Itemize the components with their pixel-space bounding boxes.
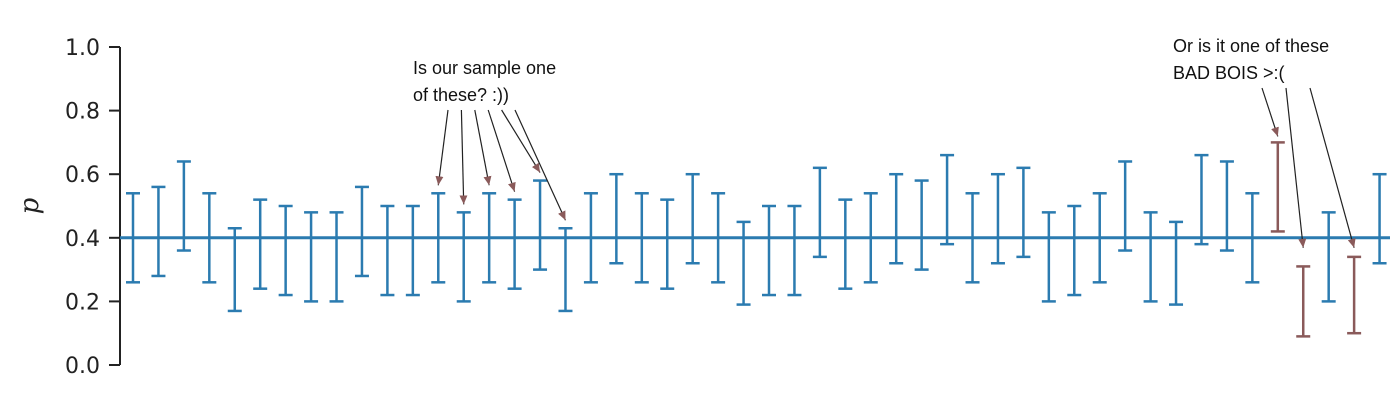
interval — [533, 179, 548, 271]
annotation-arrow — [501, 109, 541, 173]
interval — [278, 204, 293, 297]
y-tick-label: 0.8 — [65, 100, 100, 125]
annotation-arrow — [1309, 87, 1356, 248]
y-axis-label: p — [15, 197, 45, 214]
y-tick-label: 0.4 — [65, 227, 100, 252]
interval — [456, 211, 471, 303]
interval — [1067, 204, 1082, 297]
annotation-arrow — [459, 109, 468, 205]
interval — [1245, 192, 1260, 284]
interval — [1041, 211, 1056, 303]
interval — [736, 220, 751, 306]
annotation-text: BAD BOIS >:( — [1173, 63, 1285, 83]
interval — [1092, 192, 1107, 284]
interval — [1321, 211, 1336, 303]
interval — [812, 166, 827, 259]
interval — [1143, 211, 1158, 303]
interval — [304, 211, 319, 303]
annotation-arrow — [487, 109, 516, 192]
interval — [253, 198, 268, 290]
annotations: Is our sample one of these? :)) Or is it o… — [413, 36, 1356, 248]
annotation-bad-bois: Or is it one of these BAD BOIS >:( — [1173, 36, 1356, 248]
annotation-arrow — [1261, 87, 1279, 137]
interval — [202, 192, 217, 284]
interval — [1372, 172, 1387, 265]
interval — [558, 227, 573, 313]
interval — [1118, 160, 1133, 252]
interval — [863, 192, 878, 284]
interval — [990, 172, 1005, 265]
annotation-text: of these? :)) — [413, 85, 509, 105]
interval — [354, 185, 369, 278]
interval — [482, 192, 497, 284]
error-bars — [126, 141, 1387, 338]
interval — [431, 192, 446, 284]
interval — [787, 204, 802, 297]
interval — [380, 204, 395, 297]
interval — [711, 192, 726, 284]
annotation-arrow — [514, 109, 567, 221]
interval — [507, 198, 522, 290]
interval — [1016, 166, 1031, 259]
annotation-text: Or is it one of these — [1173, 36, 1329, 56]
interval — [940, 153, 955, 246]
y-tick-label: 0.2 — [65, 290, 100, 315]
interval — [762, 204, 776, 297]
interval — [329, 211, 344, 303]
interval — [660, 198, 675, 290]
y-axis: 0.0 0.2 0.4 0.6 0.8 1.0 p — [15, 36, 121, 379]
interval — [151, 185, 166, 278]
bad-interval — [1270, 141, 1285, 233]
annotation-sample: Is our sample one of these? :)) — [413, 58, 567, 221]
interval — [405, 204, 420, 297]
bad-interval — [1347, 255, 1362, 335]
interval — [634, 192, 649, 284]
interval — [227, 227, 242, 313]
interval — [583, 192, 598, 284]
interval — [965, 192, 980, 284]
interval — [685, 172, 700, 265]
y-tick-label: 0.0 — [65, 354, 100, 379]
interval — [1169, 220, 1184, 306]
interval — [1219, 160, 1234, 252]
interval — [609, 172, 624, 265]
interval — [1194, 153, 1209, 246]
interval — [838, 198, 853, 290]
annotation-arrow — [435, 109, 449, 186]
bad-interval — [1296, 265, 1311, 338]
interval — [914, 179, 929, 271]
annotation-arrow — [1285, 87, 1307, 248]
annotation-text: Is our sample one — [413, 58, 556, 78]
y-tick-label: 0.6 — [65, 163, 100, 188]
interval — [889, 172, 904, 265]
annotation-arrow — [474, 109, 492, 186]
interval — [126, 192, 140, 284]
y-tick-label: 1.0 — [65, 36, 100, 61]
interval — [176, 160, 191, 252]
